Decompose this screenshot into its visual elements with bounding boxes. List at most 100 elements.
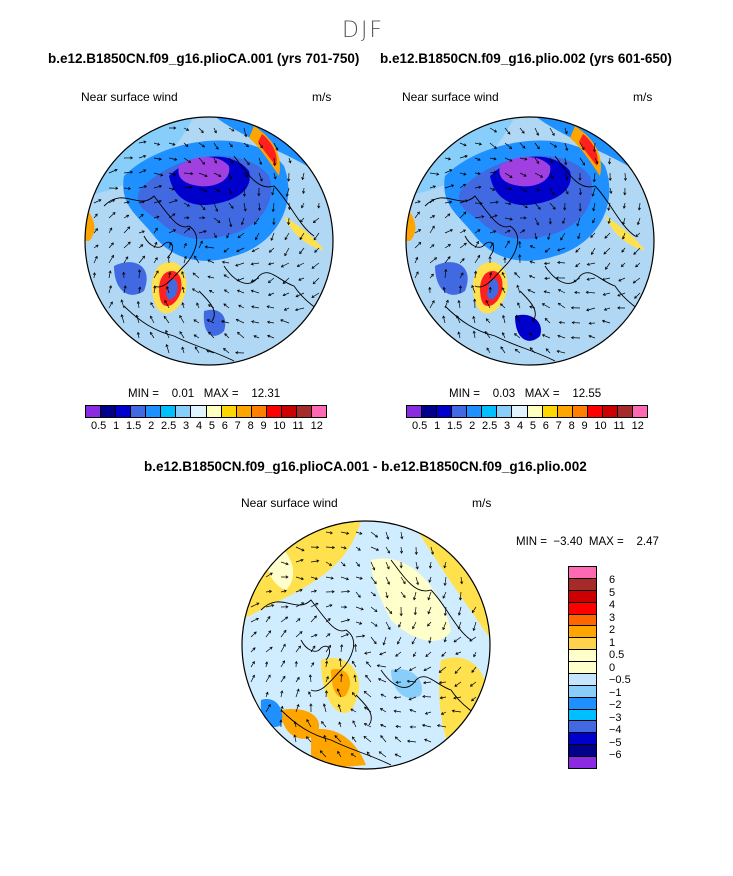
wind-vector-head [313,237,317,241]
wind-vector [284,247,290,256]
wind-vector [297,262,305,267]
wind-vector-head [500,346,504,350]
wind-vector [549,202,556,210]
wind-vector [213,157,217,164]
wind-vector [153,286,156,294]
wind-vector [299,247,305,254]
wind-vector [271,187,275,195]
wind-vector-head [127,226,131,230]
wind-vector [123,214,129,219]
wind-vector-head [110,301,113,305]
wind-vector [273,157,276,166]
wind-vector [608,217,611,224]
wind-vector-head [296,264,300,267]
wind-vector-head [150,302,154,306]
wind-vector [295,704,299,713]
wind-vector-head [447,213,451,217]
wind-vector-head [603,307,607,311]
wind-vector-head [122,271,126,275]
wind-vector-head [224,333,228,337]
wind-vector [123,171,133,174]
wind-vector-head [158,157,162,161]
wind-vector-head [543,290,547,294]
wind-vector-head [327,633,331,637]
wind-vector [474,157,481,161]
wind-vector [398,621,402,628]
wind-vector [441,651,447,657]
wind-vector-head [268,249,272,253]
coastline [544,265,651,317]
colorbar-panel-1-tick-label: 6 [221,420,228,432]
wind-vector-head [443,612,447,617]
wind-vector-head [127,186,132,191]
wind-vector [224,333,230,339]
wind-vector-head [494,214,498,218]
wind-vector [363,736,372,743]
wind-vector-head [158,199,162,203]
wind-vector-head [282,281,286,285]
wind-vector-head [156,215,160,219]
wind-vector-head [327,618,331,622]
wind-vector [454,666,462,674]
wind-vector [549,142,557,148]
wind-vector-head [217,220,221,224]
wind-vector [519,202,528,208]
wind-vector [213,217,221,223]
wind-vector-head [189,185,193,189]
wind-vector-head [181,302,185,306]
wind-vector [183,227,191,234]
wind-vector-head [544,318,548,321]
wind-field [203,309,226,336]
wind-vector [93,228,98,234]
wind-vector-head [350,708,354,712]
colorbar-panel-1-swatch [146,406,162,417]
wind-vector-head [236,331,241,335]
wind-vector [183,142,189,147]
wind-vector-head [300,558,304,562]
wind-vector-head [529,347,533,351]
wind-vector-head [204,245,208,249]
wind-vector-head [387,626,391,630]
wind-vector-head [605,266,608,270]
wind-vector-head [236,289,241,293]
wind-vector-head [412,626,415,630]
wind-vector [268,292,275,296]
wind-vector [280,561,289,565]
wind-vector [268,262,275,265]
wind-vector-head [472,627,476,632]
wind-vector [556,350,566,354]
wind-vector-head [447,244,451,247]
wind-vector-head [251,249,255,253]
wind-vector-head [442,315,446,319]
wind-vector-head [110,242,114,246]
wind-vector [206,350,215,354]
wind-vector [622,217,626,225]
wind-vector [355,606,364,610]
wind-field [166,279,178,300]
wind-vector [414,242,422,249]
wind-vector-head [565,147,569,152]
wind-vector [284,232,290,240]
wind-vector [280,660,285,668]
wind-vector-head [565,191,569,195]
wind-vector-head [406,679,410,683]
wind-vector-head [445,299,449,303]
wind-vector-head [430,551,434,555]
wind-vector-head [166,285,170,290]
wind-vector [309,674,312,683]
wind-vector [340,644,343,653]
wind-vector-head [203,230,207,234]
wind-vector-head [373,581,377,585]
wind-vector-head [534,236,538,240]
wind-vector-head [299,219,303,223]
wind-vector-head [438,680,442,685]
wind-vector [258,202,261,211]
wind-vector [179,331,185,339]
wind-vector [605,262,611,270]
wind-vector [459,272,464,279]
wind-vector [576,217,581,226]
wind-vector-head [409,725,413,729]
wind-vector-head [457,612,461,616]
map-panel-1 [84,116,334,366]
wind-vector [223,348,230,354]
